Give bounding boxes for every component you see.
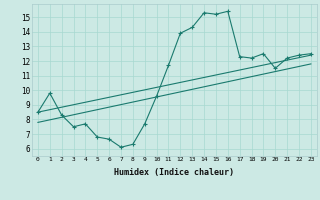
- X-axis label: Humidex (Indice chaleur): Humidex (Indice chaleur): [115, 168, 234, 177]
